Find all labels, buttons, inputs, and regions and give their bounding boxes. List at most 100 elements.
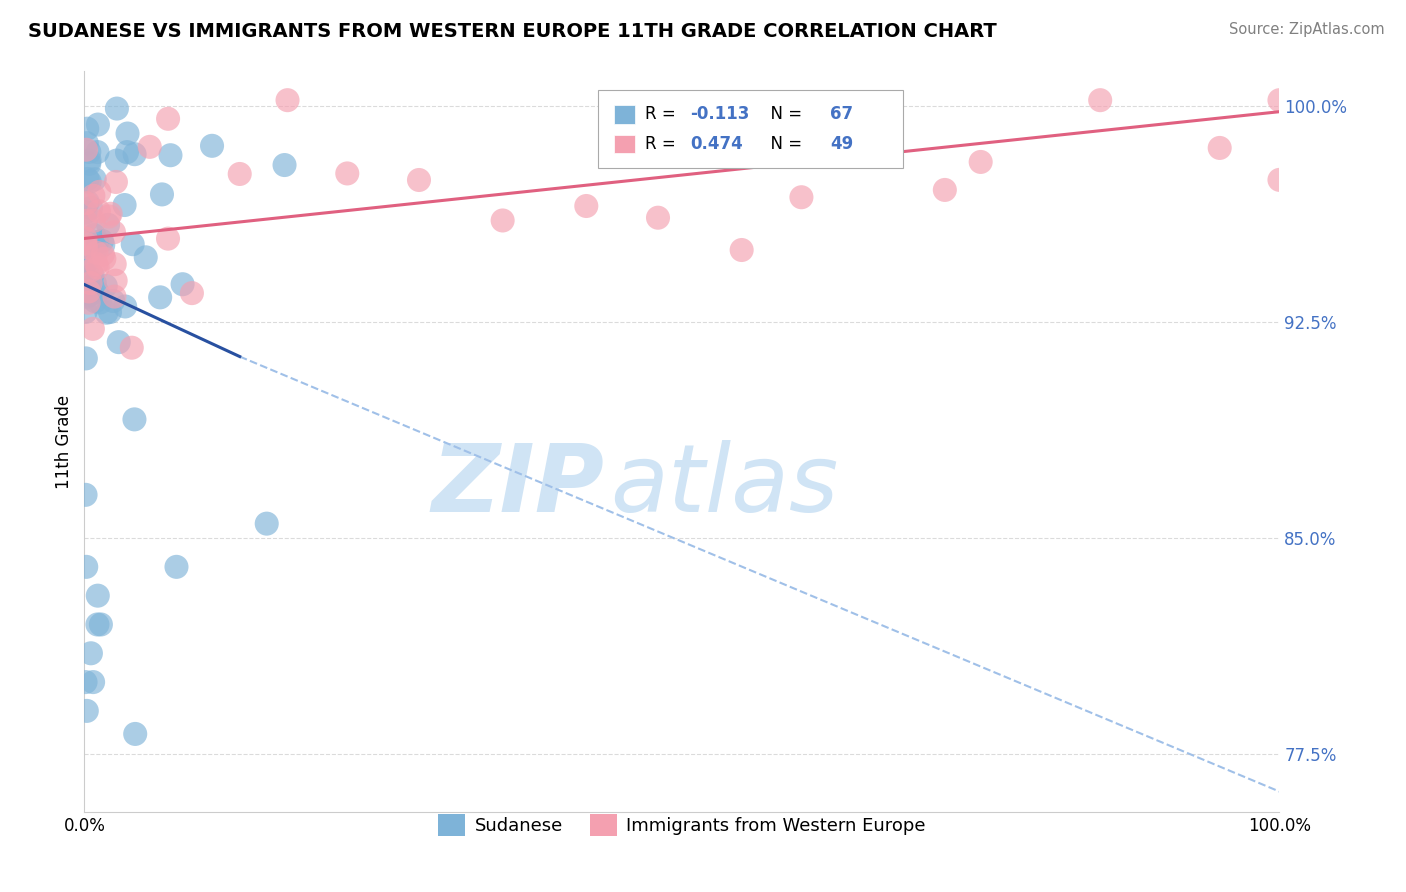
- Point: [75, 205, 97, 219]
- Point: [80, 646, 103, 660]
- Point: [79, 276, 101, 290]
- Point: [790, 190, 813, 204]
- Point: [731, 243, 754, 257]
- Point: [76, 195, 98, 210]
- Text: 49: 49: [830, 135, 853, 153]
- Point: [86, 260, 108, 275]
- Text: -0.113: -0.113: [690, 105, 749, 123]
- Point: [115, 145, 138, 160]
- Point: [492, 213, 515, 227]
- Point: [97, 218, 120, 232]
- Point: [124, 147, 146, 161]
- Point: [75, 240, 97, 254]
- Point: [117, 127, 139, 141]
- Point: [76, 254, 98, 268]
- Point: [336, 166, 359, 180]
- Point: [76, 121, 98, 136]
- Text: N =: N =: [759, 105, 807, 123]
- Point: [124, 727, 146, 741]
- Text: ZIP: ZIP: [432, 440, 605, 532]
- Point: [75, 196, 97, 211]
- Point: [79, 175, 101, 189]
- Point: [150, 187, 173, 202]
- Point: [83, 214, 105, 228]
- Point: [104, 274, 127, 288]
- Point: [277, 93, 299, 107]
- Point: [80, 201, 103, 215]
- Point: [86, 145, 108, 159]
- Text: R =: R =: [645, 105, 681, 123]
- Text: 67: 67: [830, 105, 853, 123]
- Point: [201, 138, 224, 153]
- Point: [408, 173, 430, 187]
- Point: [114, 198, 136, 212]
- Point: [76, 704, 98, 718]
- Point: [79, 287, 101, 301]
- Point: [79, 157, 101, 171]
- Y-axis label: 11th Grade: 11th Grade: [55, 394, 73, 489]
- Point: [82, 322, 104, 336]
- Point: [851, 128, 873, 142]
- Point: [181, 286, 204, 301]
- Point: [76, 172, 98, 186]
- Point: [107, 335, 129, 350]
- Point: [121, 341, 143, 355]
- Point: [75, 559, 97, 574]
- Legend: Sudanese, Immigrants from Western Europe: Sudanese, Immigrants from Western Europe: [432, 807, 932, 844]
- Point: [970, 155, 993, 169]
- Text: N =: N =: [759, 135, 807, 153]
- Point: [82, 285, 104, 300]
- Point: [86, 617, 108, 632]
- Point: [84, 242, 107, 256]
- Point: [75, 488, 97, 502]
- Point: [166, 559, 188, 574]
- Point: [76, 290, 98, 304]
- Point: [273, 158, 295, 172]
- Point: [91, 247, 114, 261]
- Point: [1268, 173, 1291, 187]
- FancyBboxPatch shape: [614, 135, 636, 153]
- Point: [75, 236, 97, 251]
- Point: [76, 136, 98, 150]
- Point: [96, 306, 118, 320]
- Point: [135, 250, 157, 264]
- Point: [89, 185, 111, 199]
- Text: R =: R =: [645, 135, 681, 153]
- FancyBboxPatch shape: [599, 90, 903, 168]
- Point: [93, 252, 115, 266]
- Point: [75, 214, 97, 228]
- Point: [83, 228, 105, 243]
- Point: [98, 305, 121, 319]
- Point: [83, 277, 105, 291]
- Point: [157, 112, 180, 126]
- Point: [75, 675, 97, 690]
- Point: [87, 589, 110, 603]
- Point: [87, 204, 110, 219]
- Point: [1209, 141, 1232, 155]
- Point: [159, 148, 181, 162]
- Point: [934, 183, 956, 197]
- Point: [90, 617, 112, 632]
- Point: [105, 153, 128, 168]
- Point: [114, 300, 136, 314]
- Point: [75, 231, 97, 245]
- Point: [89, 295, 111, 310]
- Point: [104, 175, 127, 189]
- Point: [121, 237, 143, 252]
- Point: [124, 412, 146, 426]
- Point: [256, 516, 278, 531]
- Point: [76, 260, 98, 275]
- Point: [77, 284, 100, 298]
- Point: [1268, 93, 1291, 107]
- Point: [75, 305, 97, 319]
- Point: [172, 277, 194, 292]
- Point: [1090, 93, 1112, 107]
- Point: [84, 294, 107, 309]
- Point: [647, 211, 669, 225]
- Point: [79, 153, 101, 168]
- Point: [76, 285, 98, 300]
- Point: [75, 351, 97, 366]
- Text: atlas: atlas: [610, 441, 838, 532]
- Point: [94, 278, 117, 293]
- Point: [100, 207, 122, 221]
